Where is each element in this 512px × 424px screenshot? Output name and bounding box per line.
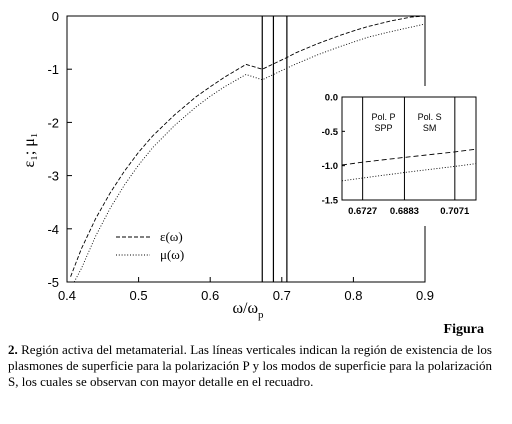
caption-text: Región activa del metamaterial. Las líne… <box>8 342 492 389</box>
chart-svg: 0.4 0.5 0.6 0.7 0.8 0.9 0 -1 -2 -3 -4 -5 ω/ωp ε₁; μ₁ ε… <box>21 9 501 321</box>
x-tick-label: 0.7 <box>273 288 291 303</box>
y-tick-label: -3 <box>47 169 59 184</box>
y-tick-label: -2 <box>47 115 59 130</box>
caption-number: 2. <box>8 342 18 357</box>
y-axis-label: ε₁; μ₁ <box>21 133 38 168</box>
x-tick-label: 0.6 <box>201 288 219 303</box>
figure: 0.4 0.5 0.6 0.7 0.8 0.9 0 -1 -2 -3 -4 -5 ω/ωp ε₁; μ₁ ε… <box>21 9 501 321</box>
y-tick-label: 0 <box>52 9 59 24</box>
legend-label: ε(ω) <box>160 229 183 244</box>
x-axis-label: ω/ωp <box>232 300 264 321</box>
y-tick-label: -4 <box>47 222 59 237</box>
inset-y-tick-label: -1.5 <box>322 196 339 207</box>
x-tick-label: 0.4 <box>58 288 76 303</box>
band-label-line2: SPP <box>375 123 393 133</box>
inset-y-tick-label: 0.0 <box>325 93 338 104</box>
y-tick-label: -5 <box>47 275 59 290</box>
inset-frame <box>341 96 477 201</box>
figure-label: Figura <box>443 322 484 337</box>
inset-y-tick-label: -0.5 <box>322 127 339 138</box>
inset-background <box>305 86 501 226</box>
x-axis-label-sub: p <box>258 309 264 321</box>
main-plot: 0.4 0.5 0.6 0.7 0.8 0.9 0 -1 -2 -3 -4 -5 ω/ωp ε₁; μ₁ ε… <box>21 9 434 321</box>
y-tick-label: -1 <box>47 62 59 77</box>
figure-caption: 2. Región activa del metamaterial. Las l… <box>8 342 492 390</box>
x-tick-label: 0.8 <box>344 288 362 303</box>
epsilon-curve <box>70 15 426 277</box>
x-axis-label-main: ω/ω <box>232 300 258 317</box>
band-label-line2: SM <box>423 123 437 133</box>
inset-x-tick-label: 0.7071 <box>440 206 470 217</box>
band-label-line1: Pol. S <box>418 112 442 122</box>
x-tick-label: 0.5 <box>130 288 148 303</box>
inset-x-tick-label: 0.6883 <box>390 206 419 217</box>
inset-epsilon-curve <box>341 148 477 166</box>
x-tick-label: 0.9 <box>416 288 434 303</box>
legend-label: μ(ω) <box>160 247 184 262</box>
inset-x-tick-label: 0.6727 <box>348 206 377 217</box>
inset-mu-curve <box>341 163 477 182</box>
inset-y-tick-label: -1.0 <box>322 161 338 172</box>
band-label-line1: Pol. P <box>372 112 396 122</box>
